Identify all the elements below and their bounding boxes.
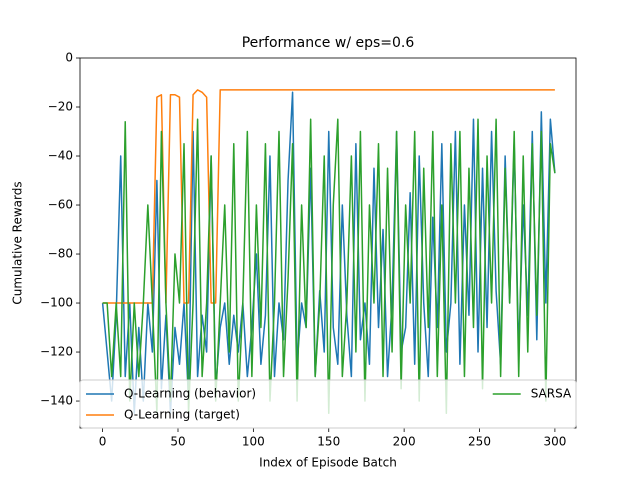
y-tick-label: 0: [65, 51, 73, 65]
x-axis-label: Index of Episode Batch: [259, 456, 397, 470]
legend: Q-Learning (behavior) Q-Learning (target)…: [79, 379, 577, 429]
chart-title: Performance w/ eps=0.6: [242, 35, 415, 51]
x-tick-label: 300: [543, 435, 566, 449]
x-tick-label: 250: [468, 435, 491, 449]
x-tick-label: 200: [393, 435, 416, 449]
plot-area: [101, 89, 556, 415]
y-tick-label: −120: [40, 345, 73, 359]
x-tick-label: 50: [170, 435, 185, 449]
y-tick-label: −140: [40, 394, 73, 408]
legend-label: SARSA: [531, 387, 572, 401]
legend-box: [79, 379, 577, 429]
y-tick-label: −80: [48, 247, 73, 261]
legend-label: Q-Learning (behavior): [124, 387, 256, 401]
series-line: [102, 89, 555, 304]
legend-label: Q-Learning (target): [124, 408, 240, 422]
y-tick-label: −100: [40, 296, 73, 310]
x-tick-label: 150: [317, 435, 340, 449]
x-tick-label: 0: [99, 435, 107, 449]
y-axis-label: Cumulative Rewards: [11, 181, 25, 304]
y-tick-label: −40: [48, 149, 73, 163]
series-line: [101, 91, 556, 415]
y-tick-label: −60: [48, 198, 73, 212]
y-tick-label: −20: [48, 100, 73, 114]
x-tick-label: 100: [242, 435, 265, 449]
